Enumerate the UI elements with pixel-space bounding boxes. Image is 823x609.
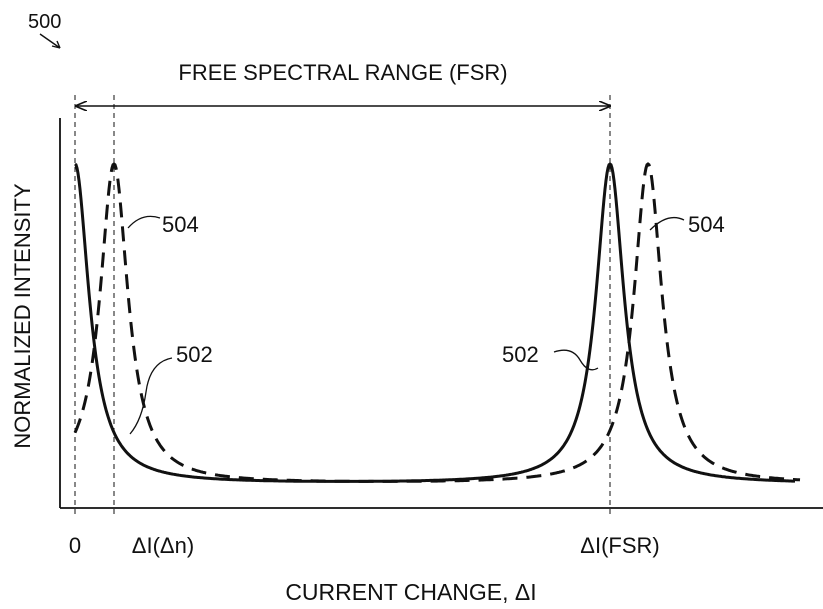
tick-label-fsr: ΔI(FSR) [580, 533, 659, 558]
figure-number-pointer [39, 33, 61, 49]
leader-502-left [129, 357, 173, 435]
tick-label-zero: 0 [69, 533, 81, 558]
figure-number: 500 [28, 11, 61, 33]
y-axis-label: NORMALIZED INTENSITY [10, 183, 35, 449]
tick-label-delta-n: ΔI(Δn) [132, 533, 194, 558]
callout-504-left: 504 [162, 212, 199, 237]
leader-504-left [127, 215, 161, 229]
callout-502-left: 502 [176, 342, 213, 367]
fsr-title: FREE SPECTRAL RANGE (FSR) [178, 60, 507, 85]
curve-504 [73, 162, 801, 483]
figure-number-arrowhead [51, 40, 61, 49]
callout-502-right: 502 [502, 342, 539, 367]
leader-502-right [553, 349, 599, 371]
x-axis-label: CURRENT CHANGE, ΔI [285, 579, 536, 605]
leader-504-right [649, 216, 685, 231]
callout-504-right: 504 [688, 212, 725, 237]
